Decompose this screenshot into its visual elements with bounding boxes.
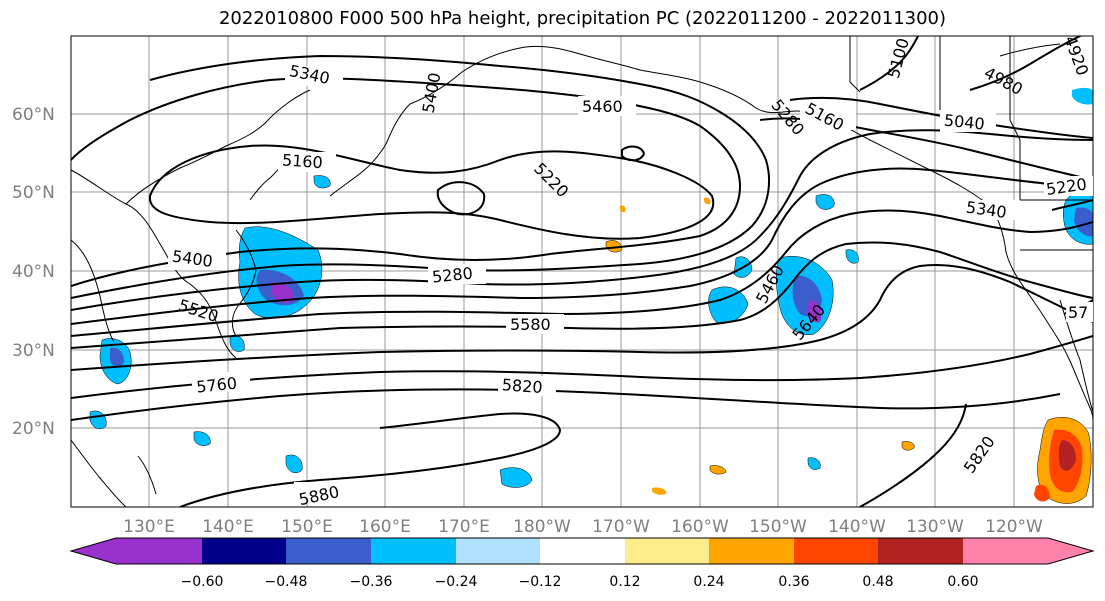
lon-label: 170°E [438,517,490,537]
colorbar-tick: 0.36 [778,574,809,590]
colorbar-tick: −0.12 [519,574,562,590]
lat-label: 60°N [12,105,55,125]
colorbar-segment [116,538,203,564]
colorbar-segment [878,538,964,564]
contour-label-5460: 5460 [582,97,623,116]
lon-label: 170°W [592,517,650,537]
colorbar: −0.60 −0.48 −0.36 −0.24 −0.12 0.12 0.24 … [69,537,1095,590]
lon-label: 120°W [985,517,1043,537]
contour-label-5820: 5820 [501,375,543,397]
precip-shading [89,87,1093,504]
lon-label: 150°W [749,517,807,537]
lat-label: 50°N [12,183,55,203]
lon-label: 150°E [281,517,333,537]
contour-label-5040: 5040 [943,111,985,134]
lon-label: 140°E [202,517,254,537]
lon-label: 180°W [513,517,571,537]
contour-label-57: 57 [1068,303,1088,322]
lat-label: 20°N [12,419,55,439]
longitude-labels: 130°E 140°E 150°E 160°E 170°E 180°W 170°… [123,517,1043,537]
contour-label-5280: 5280 [431,264,473,287]
colorbar-segment [963,538,1049,564]
contour-label-5760: 5760 [195,373,237,396]
colorbar-tick: 0.48 [862,574,893,590]
colorbar-segment [709,538,795,564]
colorbar-segment [540,538,626,564]
colorbar-tick: 0.24 [693,574,724,590]
contour-label-5160: 5160 [281,150,323,172]
latitude-labels: 60°N 50°N 40°N 30°N 20°N [12,105,55,439]
height-contours [71,36,1093,507]
contour-label-5580: 5580 [510,315,551,334]
colorbar-outline [69,537,1095,565]
lat-label: 30°N [12,341,55,361]
colorbar-segment [625,538,710,564]
lon-label: 140°W [828,517,886,537]
colorbar-segment [202,538,287,564]
lon-label: 160°W [671,517,729,537]
lon-label: 130°W [906,517,964,537]
map-frame [70,35,1094,508]
map-title: 2022010800 F000 500 hPa height, precipit… [218,8,947,29]
lon-label: 130°E [123,517,175,537]
colorbar-tick: −0.24 [435,574,478,590]
colorbar-extend-low [71,538,116,564]
colorbar-segment [371,538,457,564]
colorbar-extend-high [1048,538,1093,564]
colorbar-tick: −0.48 [265,574,308,590]
lat-label: 40°N [12,262,55,282]
colorbar-tick: −0.36 [350,574,393,590]
colorbar-segment [794,538,879,564]
lon-label: 160°E [359,517,411,537]
colorbar-tick: 0.60 [947,574,978,590]
colorbar-segment [286,538,372,564]
colorbar-tick: −0.60 [181,574,224,590]
colorbar-tick: 0.12 [609,574,640,590]
colorbar-segment [456,538,541,564]
